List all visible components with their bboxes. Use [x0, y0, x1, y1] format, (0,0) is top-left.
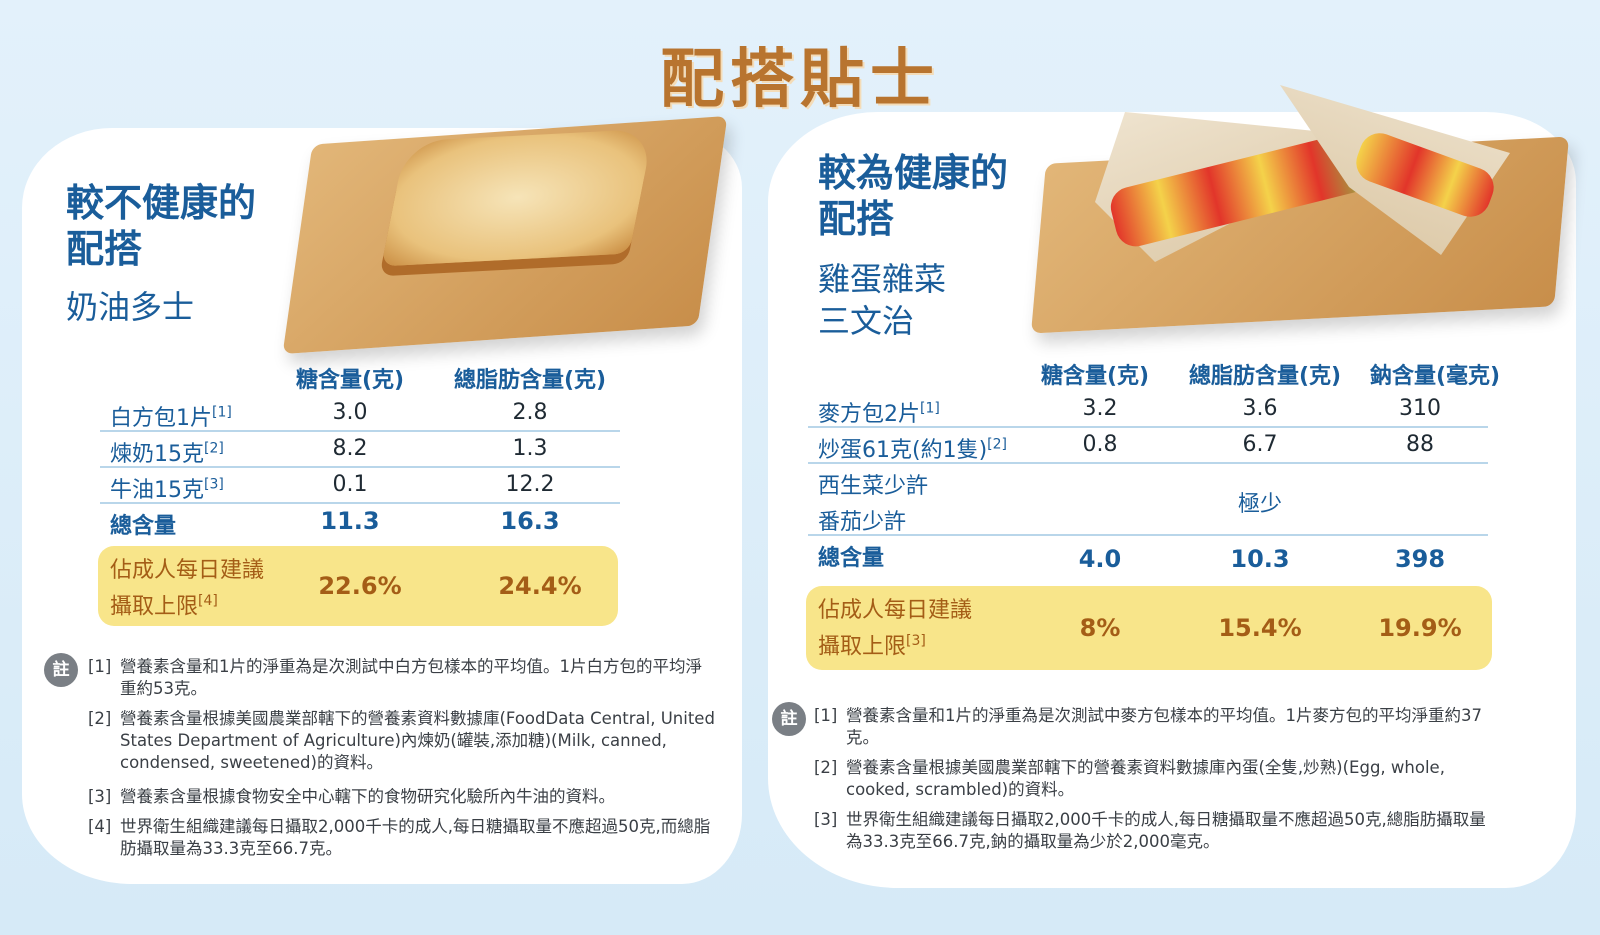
- divider: [808, 462, 1488, 464]
- left-note: [3] 營養素含量根據食物安全中心轄下的食物研究化驗所內牛油的資料。: [88, 787, 615, 806]
- note-badge-icon: 註: [44, 653, 78, 687]
- note-badge-icon: 註: [772, 702, 806, 736]
- left-highlight-box: [98, 546, 618, 626]
- right-heading: 較為健康的 配搭: [818, 150, 1008, 242]
- right-cell: 88: [1406, 432, 1434, 457]
- right-row-label: 番茄少許: [818, 510, 907, 535]
- left-cell: 8.2: [332, 436, 368, 461]
- right-total-value: 4.0: [1078, 545, 1122, 573]
- divider: [808, 534, 1488, 536]
- left-cell: 3.0: [332, 400, 368, 425]
- divider: [808, 426, 1488, 428]
- left-highlight-value: 22.6%: [318, 572, 402, 600]
- left-col-sugar: 糖含量(克): [295, 368, 405, 393]
- right-cell: 0.8: [1082, 432, 1118, 457]
- right-row-label: 炒蛋61克(約1隻)[2]: [818, 436, 1008, 463]
- left-food-name: 奶油多士: [66, 288, 195, 326]
- left-heading: 較不健康的 配搭: [66, 180, 256, 272]
- right-highlight-value: 8%: [1079, 614, 1121, 642]
- left-highlight-label: 佔成人每日建議 攝取上限[4]: [110, 558, 265, 620]
- right-note: [1] 營養素含量和1片的淨重為是次測試中麥方包樣本的平均值。1片麥方包的平均淨重…: [814, 706, 1482, 747]
- left-total-value: 11.3: [320, 507, 380, 535]
- right-highlight-value: 19.9%: [1378, 614, 1462, 642]
- right-total-value: 398: [1394, 545, 1446, 573]
- divider: [100, 466, 620, 468]
- right-veg-value: 極少: [1237, 492, 1282, 517]
- right-col-sodium: 鈉含量(毫克): [1369, 364, 1501, 389]
- right-highlight-value: 15.4%: [1218, 614, 1302, 642]
- page-title: 配搭貼士: [660, 42, 940, 117]
- right-food-name: 雞蛋雜菜 三文治: [818, 260, 947, 340]
- left-heading-line1: 較不健康的: [66, 181, 257, 225]
- left-total-label: 總含量: [110, 514, 177, 539]
- right-cell: 310: [1399, 396, 1441, 421]
- right-total-value: 10.3: [1230, 545, 1290, 573]
- right-row-label: 麥方包2片[1]: [818, 400, 940, 427]
- right-highlight-box: [806, 586, 1492, 670]
- right-col-fat: 總脂肪含量(克): [1188, 364, 1342, 389]
- right-heading-line2: 配搭: [818, 197, 895, 241]
- left-note: [1] 營養素含量和1片的淨重為是次測試中白方包樣本的平均值。1片白方包的平均淨重…: [88, 657, 702, 698]
- left-cell: 1.3: [512, 436, 548, 461]
- right-note: [2] 營養素含量根據美國農業部轄下的營養素資料數據庫內蛋(全隻,炒熟)(Egg,…: [814, 758, 1445, 799]
- left-row-label: 煉奶15克[2]: [110, 440, 224, 467]
- left-cell: 0.1: [332, 472, 368, 497]
- right-total-label: 總含量: [818, 546, 885, 571]
- divider: [100, 502, 620, 504]
- right-row-label: 西生菜少許: [818, 474, 929, 499]
- left-note: [4] 世界衛生組織建議每日攝取2,000千卡的成人,每日糖攝取量不應超過50克,…: [88, 817, 711, 858]
- left-highlight-value: 24.4%: [498, 572, 582, 600]
- toast-image: [381, 128, 654, 267]
- left-total-value: 16.3: [500, 507, 560, 535]
- left-row-label: 白方包1片[1]: [110, 404, 232, 431]
- left-cell: 12.2: [505, 472, 555, 497]
- right-col-sugar: 糖含量(克): [1040, 364, 1150, 389]
- left-cell: 2.8: [512, 400, 548, 425]
- divider: [100, 430, 620, 432]
- right-highlight-label: 佔成人每日建議 攝取上限[3]: [818, 598, 973, 660]
- right-cell: 6.7: [1242, 432, 1278, 457]
- left-col-fat: 總脂肪含量(克): [453, 368, 607, 393]
- right-cell: 3.6: [1242, 396, 1278, 421]
- right-heading-line1: 較為健康的: [818, 151, 1009, 195]
- left-row-label: 牛油15克[3]: [110, 476, 224, 503]
- right-note: [3] 世界衛生組織建議每日攝取2,000千卡的成人,每日糖攝取量不應超過50克,…: [814, 810, 1486, 851]
- left-heading-line2: 配搭: [66, 227, 143, 271]
- left-note: [2] 營養素含量根據美國農業部轄下的營養素資料數據庫(FoodData Cent…: [88, 709, 715, 772]
- right-cell: 3.2: [1082, 396, 1118, 421]
